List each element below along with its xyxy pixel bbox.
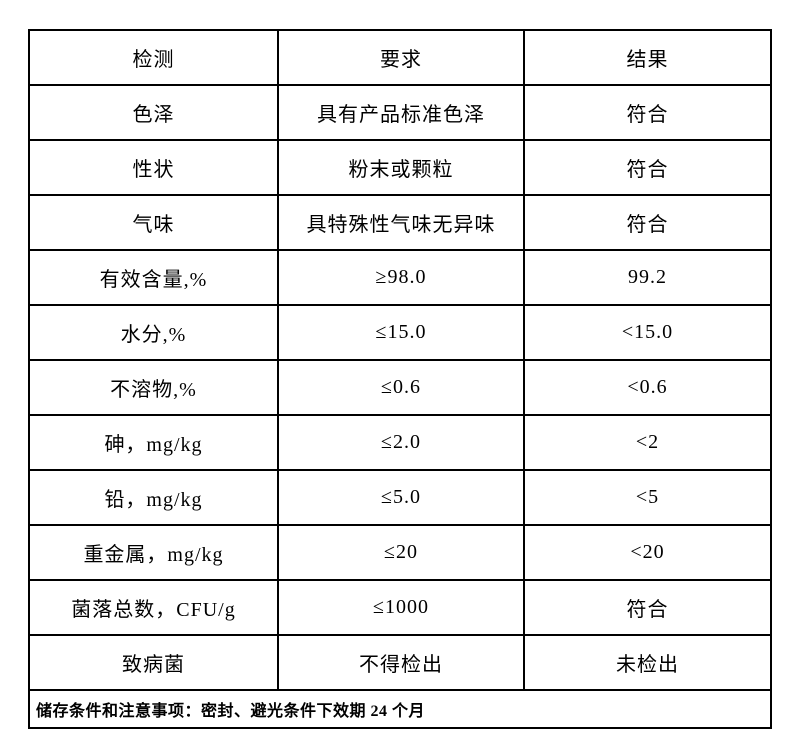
table-row-color: 色泽 具有产品标准色泽 符合 — [28, 84, 772, 141]
requirement-cell: ≤20 — [277, 524, 525, 581]
test-item-cell: 菌落总数，CFU/g — [28, 579, 279, 636]
test-item-cell: 重金属，mg/kg — [28, 524, 279, 581]
table-row-total-plate-count: 菌落总数，CFU/g ≤1000 符合 — [28, 579, 772, 636]
requirement-cell: 具有产品标准色泽 — [277, 84, 525, 141]
result-cell: <0.6 — [523, 359, 772, 416]
table-row-lead: 铅，mg/kg ≤5.0 <5 — [28, 469, 772, 526]
header-row: 检测 要求 结果 — [28, 29, 772, 86]
table-row-moisture: 水分,% ≤15.0 <15.0 — [28, 304, 772, 361]
table-row-odor: 气味 具特殊性气味无异味 符合 — [28, 194, 772, 251]
storage-note-row: 储存条件和注意事项：密封、避光条件下效期 24 个月 — [28, 689, 772, 729]
column-header-result: 结果 — [523, 29, 772, 86]
result-cell: 99.2 — [523, 249, 772, 306]
column-header-test: 检测 — [28, 29, 279, 86]
requirement-cell: 具特殊性气味无异味 — [277, 194, 525, 251]
table-row-heavy-metals: 重金属，mg/kg ≤20 <20 — [28, 524, 772, 581]
requirement-cell: ≤0.6 — [277, 359, 525, 416]
requirement-cell: 粉末或颗粒 — [277, 139, 525, 196]
result-cell: 符合 — [523, 194, 772, 251]
table-row-arsenic: 砷，mg/kg ≤2.0 <2 — [28, 414, 772, 471]
test-item-cell: 气味 — [28, 194, 279, 251]
test-item-cell: 不溶物,% — [28, 359, 279, 416]
inspection-table: 检测 要求 结果 色泽 具有产品标准色泽 符合 性状 粉末或颗粒 符合 气味 具… — [28, 29, 772, 729]
table-row-pathogens: 致病菌 不得检出 未检出 — [28, 634, 772, 691]
test-item-cell: 致病菌 — [28, 634, 279, 691]
test-item-cell: 砷，mg/kg — [28, 414, 279, 471]
test-item-cell: 性状 — [28, 139, 279, 196]
result-cell: <2 — [523, 414, 772, 471]
requirement-cell: 不得检出 — [277, 634, 525, 691]
requirement-cell: ≤1000 — [277, 579, 525, 636]
table-row-active-content: 有效含量,% ≥98.0 99.2 — [28, 249, 772, 306]
test-item-cell: 铅，mg/kg — [28, 469, 279, 526]
table-row-appearance: 性状 粉末或颗粒 符合 — [28, 139, 772, 196]
result-cell: <5 — [523, 469, 772, 526]
requirement-cell: ≥98.0 — [277, 249, 525, 306]
requirement-cell: ≤5.0 — [277, 469, 525, 526]
result-cell: 符合 — [523, 84, 772, 141]
storage-note: 储存条件和注意事项：密封、避光条件下效期 24 个月 — [28, 689, 772, 729]
requirement-cell: ≤2.0 — [277, 414, 525, 471]
result-cell: 符合 — [523, 139, 772, 196]
result-cell: <20 — [523, 524, 772, 581]
table-row-insolubles: 不溶物,% ≤0.6 <0.6 — [28, 359, 772, 416]
result-cell: 未检出 — [523, 634, 772, 691]
result-cell: <15.0 — [523, 304, 772, 361]
requirement-cell: ≤15.0 — [277, 304, 525, 361]
test-item-cell: 水分,% — [28, 304, 279, 361]
test-item-cell: 有效含量,% — [28, 249, 279, 306]
result-cell: 符合 — [523, 579, 772, 636]
test-item-cell: 色泽 — [28, 84, 279, 141]
column-header-requirement: 要求 — [277, 29, 525, 86]
